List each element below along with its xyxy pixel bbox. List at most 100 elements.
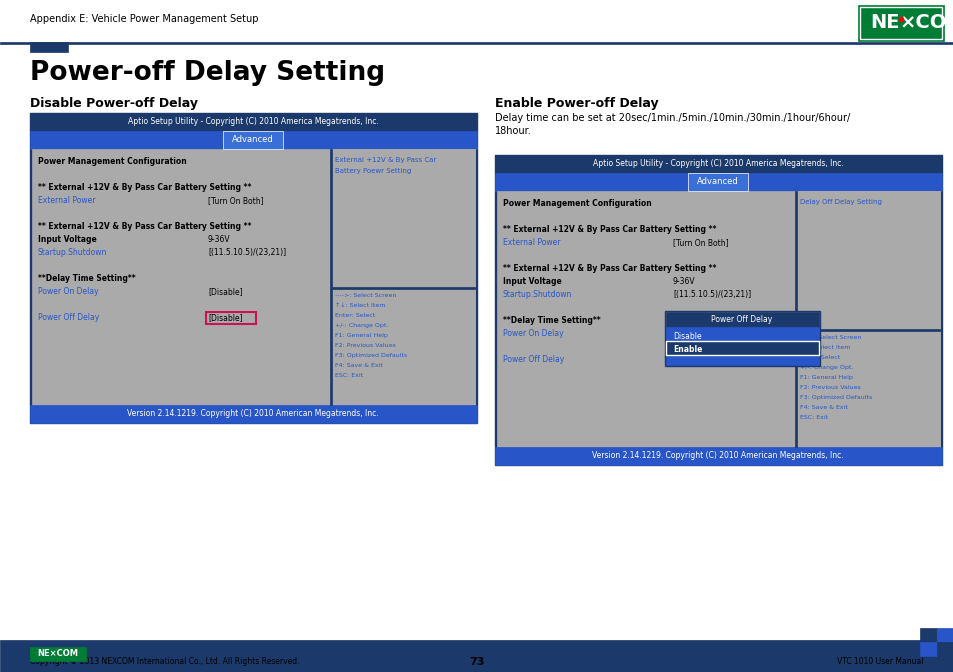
Text: Power On Delay: Power On Delay — [38, 287, 98, 296]
Bar — [665, 341, 818, 355]
Bar — [665, 312, 818, 326]
Bar — [664, 311, 820, 366]
Text: F4: Save & Exit: F4: Save & Exit — [800, 405, 847, 410]
Text: ** External +12V & By Pass Car Battery Setting **: ** External +12V & By Pass Car Battery S… — [502, 264, 716, 273]
Text: Aptio Setup Utility - Copyright (C) 2010 America Megatrends, Inc.: Aptio Setup Utility - Copyright (C) 2010… — [592, 159, 842, 169]
Bar — [687, 173, 747, 191]
Bar — [796, 329, 939, 331]
Bar — [330, 149, 332, 405]
Text: Delay Off Delay Setting: Delay Off Delay Setting — [800, 199, 881, 205]
Text: F4: Save & Exit: F4: Save & Exit — [335, 363, 382, 368]
Text: [Turn On Both]: [Turn On Both] — [208, 196, 263, 205]
Text: 73: 73 — [469, 657, 484, 667]
Text: +/-: Change Opt.: +/-: Change Opt. — [335, 323, 388, 328]
Bar — [859, 7, 941, 39]
Text: Appendix E: Vehicle Power Management Setup: Appendix E: Vehicle Power Management Set… — [30, 14, 258, 24]
Bar — [919, 642, 936, 656]
Text: Input Voltage: Input Voltage — [38, 235, 96, 244]
Text: Power Off Delay: Power Off Delay — [38, 313, 99, 322]
Text: 18hour.: 18hour. — [495, 126, 531, 136]
Text: VTC 1010 User Manual: VTC 1010 User Manual — [837, 657, 923, 667]
Text: ** External +12V & By Pass Car Battery Setting **: ** External +12V & By Pass Car Battery S… — [38, 222, 251, 231]
Bar — [796, 191, 939, 329]
Bar — [495, 173, 941, 191]
Bar — [936, 628, 953, 642]
Bar — [332, 289, 475, 405]
Text: Disable Power-off Delay: Disable Power-off Delay — [30, 97, 198, 110]
Text: F1: General Help: F1: General Help — [800, 375, 852, 380]
Text: 9-36V: 9-36V — [672, 277, 695, 286]
Text: Power Management Configuration: Power Management Configuration — [502, 199, 651, 208]
Bar — [857, 5, 943, 41]
Text: +/-: Change Opt.: +/-: Change Opt. — [800, 365, 853, 370]
Bar — [30, 42, 68, 52]
Text: ---->: Select Screen: ---->: Select Screen — [800, 335, 861, 340]
Bar — [495, 155, 941, 173]
Text: ×COM: ×COM — [899, 13, 953, 32]
Text: Startup.Shutdown: Startup.Shutdown — [38, 248, 108, 257]
Text: Enable Power-off Delay: Enable Power-off Delay — [495, 97, 658, 110]
Bar — [495, 155, 941, 465]
Text: Disable: Disable — [672, 332, 700, 341]
Text: [(11.5.10.5)/(23,21)]: [(11.5.10.5)/(23,21)] — [672, 290, 750, 299]
Bar — [223, 131, 283, 149]
Bar — [30, 131, 476, 149]
Text: Power Off Delay: Power Off Delay — [711, 314, 772, 323]
Bar — [30, 405, 476, 423]
Text: Power Off Delay: Power Off Delay — [502, 355, 563, 364]
Text: ** External +12V & By Pass Car Battery Setting **: ** External +12V & By Pass Car Battery S… — [502, 225, 716, 234]
Text: ---->: Select Screen: ---->: Select Screen — [335, 293, 395, 298]
Bar — [794, 191, 796, 447]
Bar — [919, 628, 936, 642]
Bar — [332, 287, 475, 289]
Text: Input Voltage: Input Voltage — [502, 277, 561, 286]
Text: F3: Optimized Defaults: F3: Optimized Defaults — [800, 395, 871, 400]
Text: Power Management Configuration: Power Management Configuration — [38, 157, 187, 166]
Bar — [936, 642, 953, 656]
Text: **Delay Time Setting**: **Delay Time Setting** — [38, 274, 135, 283]
Bar — [332, 149, 475, 287]
Text: Advanced: Advanced — [697, 177, 739, 187]
Text: Battery Poewr Setting: Battery Poewr Setting — [335, 168, 411, 174]
Text: NE: NE — [869, 13, 899, 32]
Text: Version 2.14.1219. Copyright (C) 2010 American Megatrends, Inc.: Version 2.14.1219. Copyright (C) 2010 Am… — [127, 409, 378, 419]
Text: External +12V & By Pass Car: External +12V & By Pass Car — [335, 157, 436, 163]
Text: F3: Optimized Defaults: F3: Optimized Defaults — [335, 353, 407, 358]
Bar — [30, 647, 86, 661]
Bar — [796, 331, 939, 447]
Bar — [665, 312, 818, 326]
Text: Copyright © 2013 NEXCOM International Co., Ltd. All Rights Reserved.: Copyright © 2013 NEXCOM International Co… — [30, 657, 299, 667]
Text: [Disable]: [Disable] — [208, 313, 242, 322]
Bar — [497, 191, 939, 447]
Text: Aptio Setup Utility - Copyright (C) 2010 America Megatrends, Inc.: Aptio Setup Utility - Copyright (C) 2010… — [128, 118, 378, 126]
Bar — [665, 326, 818, 327]
Text: ESC: Exit: ESC: Exit — [800, 415, 827, 420]
Bar — [0, 0, 953, 48]
Text: External Power: External Power — [38, 196, 95, 205]
Text: Version 2.14.1219. Copyright (C) 2010 American Megatrends, Inc.: Version 2.14.1219. Copyright (C) 2010 Am… — [592, 452, 842, 460]
Bar — [206, 312, 255, 324]
Text: Advanced: Advanced — [232, 136, 274, 144]
Bar — [30, 113, 476, 131]
Text: NE×COM: NE×COM — [37, 650, 78, 659]
Text: Power On Delay: Power On Delay — [502, 329, 563, 338]
Text: Enable: Enable — [672, 345, 701, 354]
Bar — [32, 149, 475, 405]
Text: 9-36V: 9-36V — [208, 235, 231, 244]
Bar — [665, 327, 818, 365]
Bar — [0, 640, 953, 642]
Text: F2: Previous Values: F2: Previous Values — [335, 343, 395, 348]
Text: [(11.5.10.5)/(23,21)]: [(11.5.10.5)/(23,21)] — [208, 248, 286, 257]
Text: F2: Previous Values: F2: Previous Values — [800, 385, 860, 390]
Text: Enter: Select: Enter: Select — [335, 313, 375, 318]
Text: ↑↓: Select Item: ↑↓: Select Item — [335, 303, 385, 308]
Bar — [495, 447, 941, 465]
Bar — [0, 42, 953, 44]
Text: Enter: Select: Enter: Select — [800, 355, 840, 360]
Text: Startup.Shutdown: Startup.Shutdown — [502, 290, 572, 299]
Text: Delay time can be set at 20sec/1min./5min./10min./30min./1hour/6hour/: Delay time can be set at 20sec/1min./5mi… — [495, 113, 849, 123]
Text: F1: General Help: F1: General Help — [335, 333, 388, 338]
Text: [Disable]: [Disable] — [208, 287, 242, 296]
Text: [Turn On Both]: [Turn On Both] — [672, 238, 728, 247]
Text: ESC: Exit: ESC: Exit — [335, 373, 363, 378]
